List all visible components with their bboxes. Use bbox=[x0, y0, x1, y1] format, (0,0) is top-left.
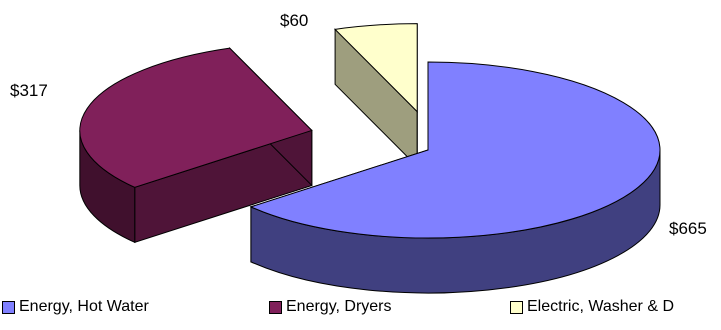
legend-swatch-dryers bbox=[269, 300, 282, 314]
legend-swatch-hot-water bbox=[2, 300, 15, 314]
pie-slice-washer bbox=[334, 23, 418, 168]
legend-swatch-washer bbox=[510, 300, 523, 314]
data-label-hot-water: $665 bbox=[669, 219, 707, 238]
data-label-washer: $60 bbox=[280, 11, 308, 30]
pie-slice-hot-water bbox=[249, 61, 661, 294]
pie-slices bbox=[79, 23, 661, 294]
pie-slice-top-dryers bbox=[79, 47, 313, 188]
pie-slice-top-hot-water bbox=[249, 61, 661, 239]
pie-slice-dryers bbox=[79, 46, 313, 244]
legend-item-dryers: Energy, Dryers bbox=[269, 298, 392, 316]
data-label-dryers: $317 bbox=[10, 81, 48, 100]
pie-chart: $665 $317 $60 bbox=[10, 11, 707, 294]
chart-legend: Energy, Hot Water Energy, Dryers Electri… bbox=[0, 298, 721, 322]
legend-label-dryers: Energy, Dryers bbox=[286, 298, 392, 315]
legend-label-washer: Electric, Washer & D bbox=[527, 298, 674, 315]
legend-item-hot-water: Energy, Hot Water bbox=[2, 298, 149, 316]
legend-label-hot-water: Energy, Hot Water bbox=[19, 298, 149, 315]
pie-slice-top-washer bbox=[334, 23, 418, 113]
legend-item-washer: Electric, Washer & D bbox=[510, 298, 674, 316]
